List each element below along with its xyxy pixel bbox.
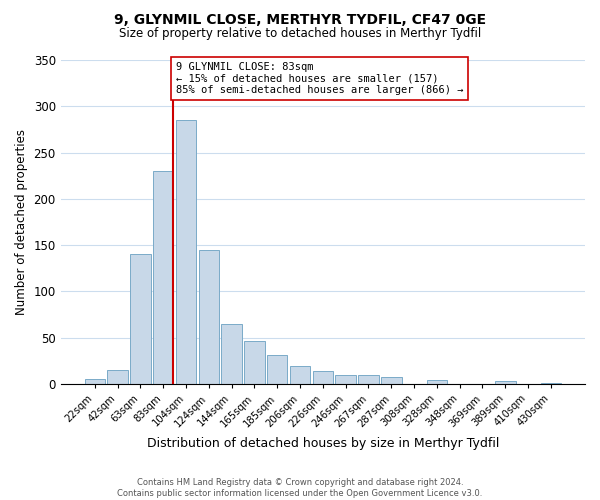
Bar [335, 375, 356, 384]
Bar [153, 171, 173, 384]
X-axis label: Distribution of detached houses by size in Merthyr Tydfil: Distribution of detached houses by size … [146, 437, 499, 450]
Bar [85, 380, 105, 384]
Bar [221, 324, 242, 384]
Bar [313, 371, 333, 384]
Bar [290, 366, 310, 384]
Bar [541, 383, 561, 384]
Bar [267, 356, 287, 384]
Text: Size of property relative to detached houses in Merthyr Tydfil: Size of property relative to detached ho… [119, 28, 481, 40]
Text: 9 GLYNMIL CLOSE: 83sqm
← 15% of detached houses are smaller (157)
85% of semi-de: 9 GLYNMIL CLOSE: 83sqm ← 15% of detached… [176, 62, 463, 95]
Bar [244, 342, 265, 384]
Bar [427, 380, 447, 384]
Y-axis label: Number of detached properties: Number of detached properties [15, 129, 28, 315]
Bar [495, 381, 515, 384]
Bar [176, 120, 196, 384]
Bar [381, 376, 401, 384]
Bar [107, 370, 128, 384]
Bar [130, 254, 151, 384]
Text: 9, GLYNMIL CLOSE, MERTHYR TYDFIL, CF47 0GE: 9, GLYNMIL CLOSE, MERTHYR TYDFIL, CF47 0… [114, 12, 486, 26]
Bar [199, 250, 219, 384]
Bar [358, 375, 379, 384]
Text: Contains HM Land Registry data © Crown copyright and database right 2024.
Contai: Contains HM Land Registry data © Crown c… [118, 478, 482, 498]
